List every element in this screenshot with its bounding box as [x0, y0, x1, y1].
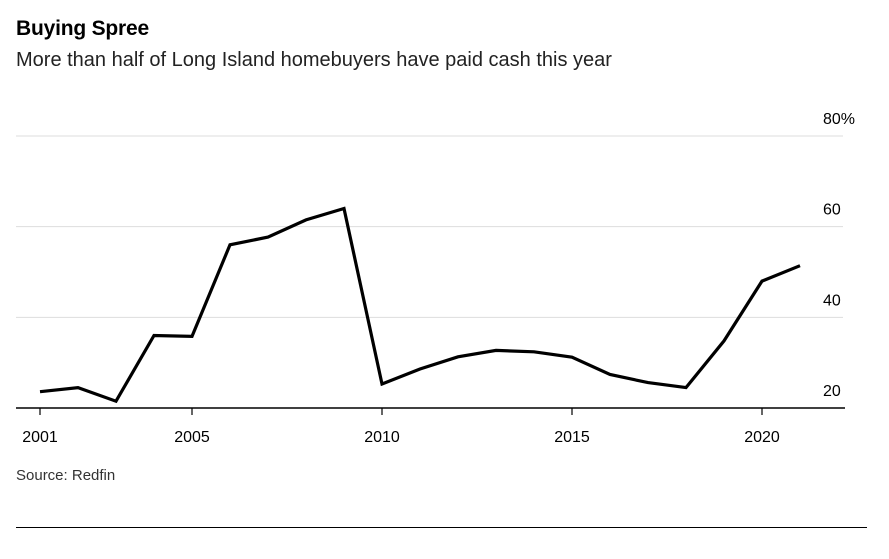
- source-note: Source: Redfin: [16, 467, 116, 484]
- chart-subtitle: More than half of Long Island homebuyers…: [16, 49, 612, 71]
- x-axis: 2001 2005 2010 2015 2020: [16, 407, 845, 446]
- gridlines: [16, 135, 843, 318]
- y-tick-label: 60: [823, 202, 841, 219]
- y-tick-label: 80%: [823, 111, 855, 128]
- series-line-0: [39, 206, 801, 404]
- x-tick-label: 2005: [174, 429, 210, 446]
- y-tick-label: 20: [823, 383, 841, 400]
- x-tick-label: 2010: [364, 429, 400, 446]
- y-tick-label: 40: [823, 292, 841, 309]
- line-chart: 20 40 60 80% 2001 2005 2010 2015 2020: [16, 111, 855, 446]
- x-tick-label: 2020: [744, 429, 780, 446]
- x-tick-label: 2001: [22, 429, 58, 446]
- bottom-divider: [16, 527, 867, 528]
- x-tick-label: 2015: [554, 429, 590, 446]
- series-layer: [39, 206, 801, 404]
- chart-title: Buying Spree: [16, 17, 149, 40]
- y-axis: 20 40 60 80%: [823, 111, 855, 400]
